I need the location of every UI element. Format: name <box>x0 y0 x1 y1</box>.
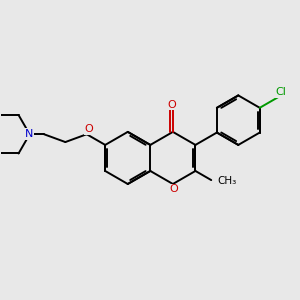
Text: O: O <box>169 184 178 194</box>
Text: O: O <box>167 100 176 110</box>
Text: N: N <box>25 129 34 139</box>
Text: CH₃: CH₃ <box>217 176 236 186</box>
Text: Cl: Cl <box>276 87 286 97</box>
Text: O: O <box>85 124 94 134</box>
